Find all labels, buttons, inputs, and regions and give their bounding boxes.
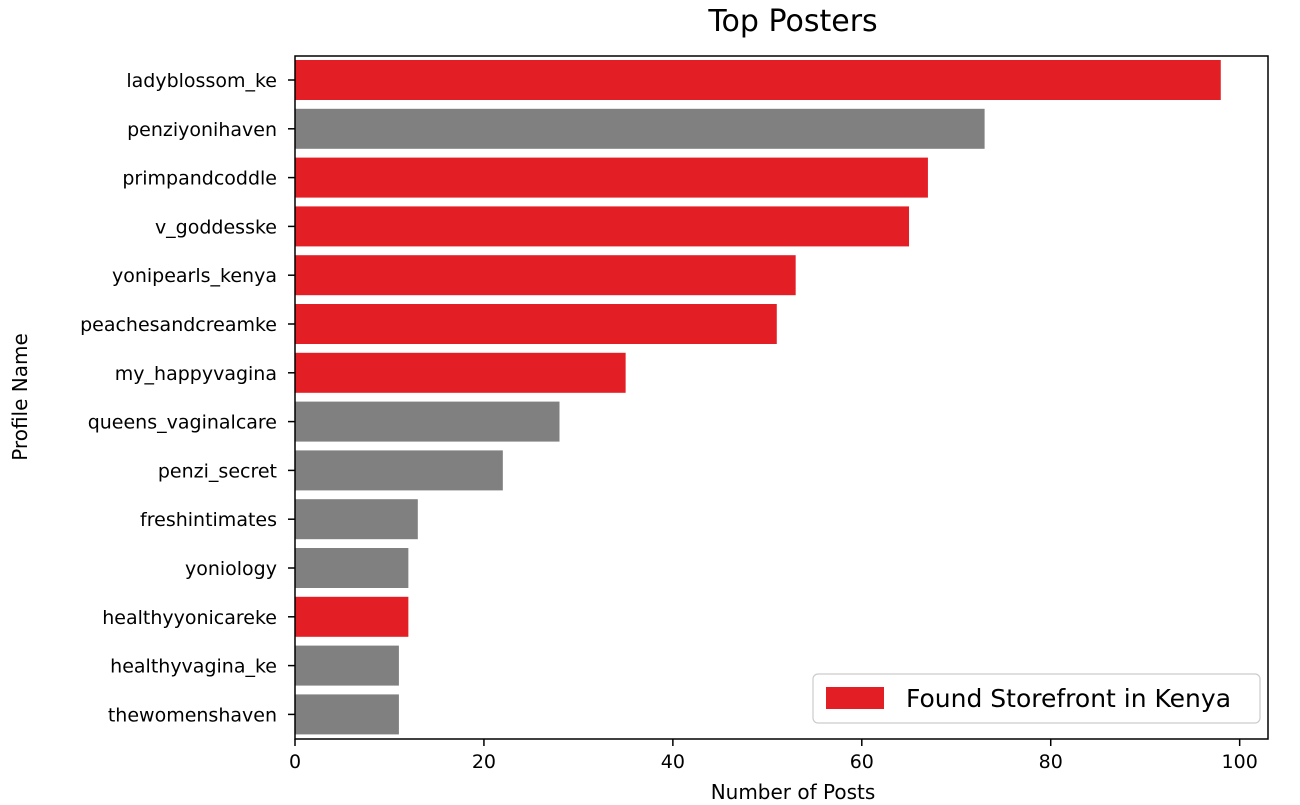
y-tick-label: penziyonihaven <box>127 119 277 141</box>
bar-penziyonihaven <box>295 108 985 149</box>
y-tick-label: thewomenshaven <box>108 704 277 726</box>
y-tick-label: peachesandcreamke <box>80 314 277 336</box>
y-tick-label: freshintimates <box>140 509 277 531</box>
y-axis-label: Profile Name <box>8 333 32 461</box>
chart-title: Top Posters <box>707 4 877 39</box>
legend: Found Storefront in Kenya <box>812 673 1261 724</box>
bar-my-happyvagina <box>295 352 626 393</box>
x-axis-label: Number of Posts <box>711 780 876 804</box>
legend-box <box>812 673 1261 724</box>
y-tick-label: ladyblossom_ke <box>126 70 277 92</box>
bar-yoniology <box>295 548 409 588</box>
y-tick-label: v_goddesske <box>155 216 277 238</box>
bar-healthyvagina-ke <box>295 645 399 686</box>
x-tick-label: 40 <box>661 751 685 773</box>
bars-group <box>295 60 1221 735</box>
bar-penzi-secret <box>295 450 503 491</box>
bar-primpandcoddle <box>295 157 928 198</box>
y-tick-label: primpandcoddle <box>122 168 277 190</box>
legend-swatch <box>826 687 884 709</box>
bar-freshintimates <box>295 499 418 540</box>
bar-peachesandcreamke <box>295 304 777 344</box>
y-tick-label: healthyvagina_ke <box>110 656 277 678</box>
x-tick-label: 80 <box>1039 751 1063 773</box>
bar-yonipearls-kenya <box>295 255 796 296</box>
bar-ladyblossom-ke <box>295 60 1221 100</box>
y-axis-ticks: ladyblossom_ke penziyonihaven primpandcodd… <box>80 70 295 726</box>
x-tick-label: 20 <box>472 751 496 773</box>
bar-v-goddesske <box>295 206 910 247</box>
x-tick-label: 0 <box>289 751 301 773</box>
x-axis-ticks: 0 20 40 60 80 100 <box>289 739 1258 773</box>
legend-label: Found Storefront in Kenya <box>906 684 1231 713</box>
y-tick-label: yoniology <box>185 558 277 580</box>
y-tick-label: yonipearls_kenya <box>112 265 277 287</box>
bar-healthyyonicareke <box>295 596 409 637</box>
bar-queens-vaginalcare <box>295 401 560 442</box>
x-tick-label: 60 <box>850 751 874 773</box>
plot-frame <box>294 55 1269 740</box>
y-tick-label: healthyyonicareke <box>102 607 277 629</box>
y-tick-label: penzi_secret <box>158 460 277 482</box>
y-tick-label: queens_vaginalcare <box>88 412 277 434</box>
y-tick-label: my_happyvagina <box>115 363 277 385</box>
x-tick-label: 100 <box>1222 751 1258 773</box>
bar-thewomenshaven <box>295 694 399 735</box>
